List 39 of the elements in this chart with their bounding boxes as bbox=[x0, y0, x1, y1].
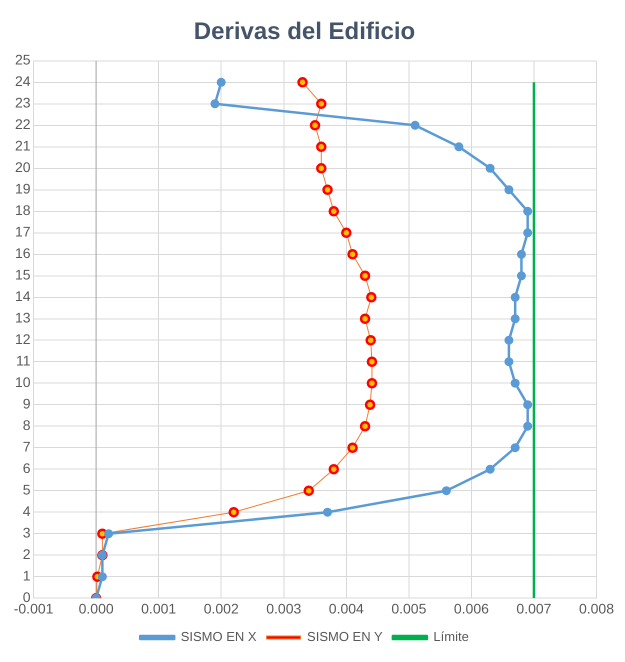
y-tick-label: 3 bbox=[22, 524, 31, 541]
x-tick-label: 0.008 bbox=[578, 600, 614, 616]
y-tick-label: 10 bbox=[14, 374, 31, 390]
x-tick-label: 0.002 bbox=[204, 600, 239, 616]
y-tick-label: 18 bbox=[14, 202, 31, 218]
x-tick-label: 0.006 bbox=[454, 600, 490, 616]
y-tick-label: 11 bbox=[16, 352, 31, 369]
chart-title: Derivas del Edificio bbox=[194, 18, 416, 46]
y-tick-label: 1 bbox=[22, 568, 31, 584]
x-tick-label: 0.003 bbox=[266, 600, 302, 616]
x-tick-label: 0.001 bbox=[141, 600, 176, 616]
y-tick-label: 0 bbox=[22, 589, 31, 606]
legend-label: SISMO EN X bbox=[180, 629, 257, 644]
x-tick-label: 0.004 bbox=[328, 600, 364, 616]
x-tick-label: 0.000 bbox=[78, 600, 114, 616]
x-tick-label: 0.007 bbox=[516, 600, 552, 616]
y-tick-label: 5 bbox=[22, 482, 31, 498]
y-tick-label: 25 bbox=[14, 52, 31, 68]
y-tick-label: 17 bbox=[14, 224, 31, 240]
y-tick-label: 13 bbox=[14, 310, 31, 326]
y-tick-label: 15 bbox=[14, 266, 31, 283]
y-tick-label: 24 bbox=[14, 73, 31, 90]
y-tick-label: 8 bbox=[22, 417, 31, 434]
y-tick-label: 14 bbox=[14, 288, 31, 304]
y-tick-label: 16 bbox=[14, 245, 31, 262]
y-tick-label: 2 bbox=[22, 546, 31, 562]
y-tick-label: 20 bbox=[14, 159, 31, 176]
y-tick-label: 6 bbox=[22, 460, 31, 476]
legend-label: SISMO EN Y bbox=[307, 629, 383, 644]
y-tick-label: 21 bbox=[14, 138, 31, 154]
y-tick-label: 23 bbox=[14, 94, 31, 111]
y-tick-label: 9 bbox=[22, 396, 31, 412]
x-tick-label: 0.005 bbox=[391, 600, 427, 616]
y-tick-label: 22 bbox=[14, 116, 31, 132]
legend-label: Límite bbox=[433, 629, 469, 644]
y-tick-label: 19 bbox=[14, 180, 31, 197]
y-tick-label: 7 bbox=[22, 438, 31, 455]
y-tick-label: 4 bbox=[22, 503, 31, 520]
y-tick-label: 12 bbox=[14, 331, 31, 348]
